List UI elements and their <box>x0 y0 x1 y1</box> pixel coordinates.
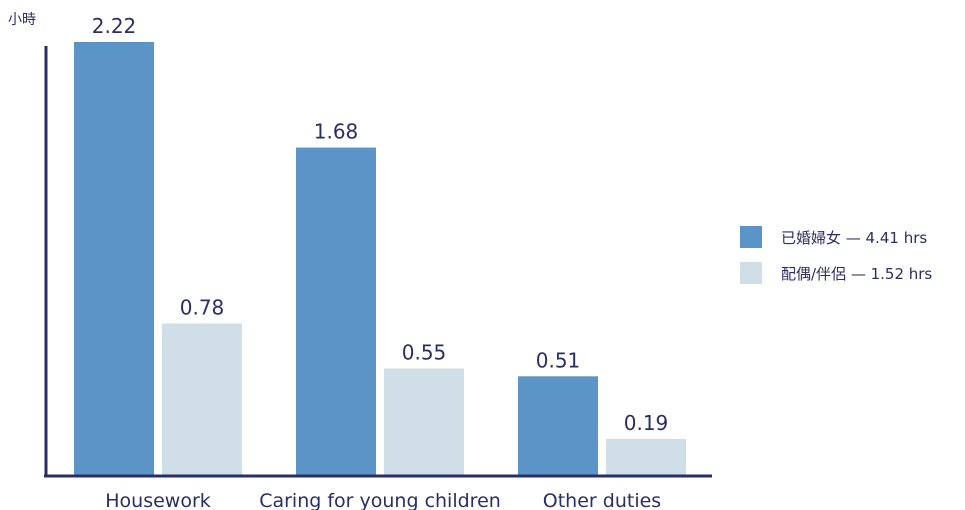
data-label: 0.19 <box>624 411 669 435</box>
bar-married-women-0 <box>74 41 154 477</box>
bar-spouse-partner-0 <box>162 323 242 476</box>
bar-married-women-1 <box>296 147 376 476</box>
data-label: 0.55 <box>402 340 447 364</box>
legend-label: 已婚婦女 — 4.41 hrs <box>781 229 927 247</box>
bar-spouse-partner-2 <box>606 438 686 476</box>
data-label: 0.78 <box>180 296 225 320</box>
data-label: 2.22 <box>92 14 137 38</box>
legend-label: 配偶/伴侶 — 1.52 hrs <box>781 265 932 283</box>
legend-swatch <box>740 226 762 248</box>
bars-group: 2.22 1.68 0.51 0.78 0.55 0.19 <box>74 14 686 477</box>
data-label: 0.51 <box>536 348 581 372</box>
y-axis-unit-label: 小時 <box>8 12 36 28</box>
x-tick-label: Caring for young children <box>259 490 501 510</box>
legend-swatch <box>740 262 762 284</box>
legend: 已婚婦女 — 4.41 hrs 配偶/伴侶 — 1.52 hrs <box>740 226 932 284</box>
x-tick-label: Other duties <box>543 490 661 510</box>
bar-married-women-2 <box>518 376 598 476</box>
x-tick-label: Housework <box>105 490 211 510</box>
data-label: 1.68 <box>314 120 359 144</box>
category-labels: Housework Caring for young children Other … <box>105 490 661 510</box>
bar-spouse-partner-1 <box>384 368 464 476</box>
